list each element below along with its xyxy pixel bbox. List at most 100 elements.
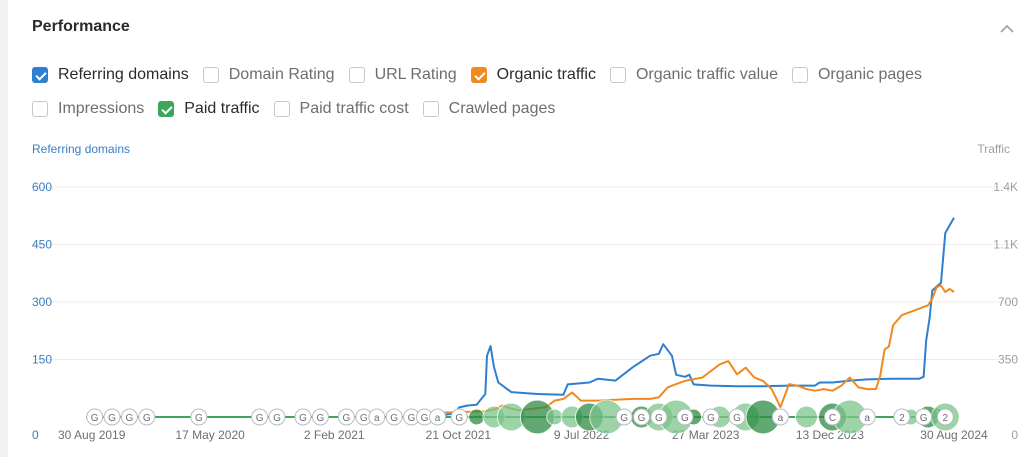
toggle-referring-domains[interactable]: Referring domains	[32, 66, 189, 84]
annotation-marker-label: G	[256, 413, 264, 424]
annotation-marker-label: G	[299, 413, 307, 424]
toggle-url-rating[interactable]: URL Rating	[348, 66, 457, 84]
annotation-marker-label: G	[108, 413, 116, 424]
y-right-tick: 350	[998, 353, 1018, 367]
annotation-marker-label: G	[390, 413, 398, 424]
y-right-tick: 1.1K	[993, 238, 1018, 252]
toggle-label: Organic traffic value	[635, 66, 778, 83]
annotation-marker	[385, 408, 403, 426]
toggle-label: Impressions	[58, 100, 145, 117]
annotation-marker-label: G	[343, 413, 351, 424]
toggle-label: Domain Rating	[228, 66, 335, 83]
annotation-marker-label: a	[435, 413, 441, 424]
y-right-tick: 0	[1011, 428, 1018, 442]
annotation-marker-label: G	[455, 413, 463, 424]
toggle-domain-rating[interactable]: Domain Rating	[202, 66, 335, 84]
x-tick-label: 30 Aug 2019	[58, 428, 126, 442]
annotation-marker	[823, 408, 841, 426]
annotation-marker-label: a	[374, 413, 380, 424]
annotation-marker	[858, 408, 876, 426]
annotation-marker	[633, 408, 651, 426]
panel-title: Performance	[32, 18, 130, 35]
annotation-marker-label: a	[778, 413, 784, 424]
x-tick-label: 9 Jul 2022	[554, 428, 610, 442]
y-axis-left-title: Referring domains	[32, 142, 131, 156]
annotation-marker-label: 2	[943, 413, 949, 424]
annotation-marker	[728, 408, 746, 426]
annotation-marker-label: 2	[899, 413, 905, 424]
annotation-marker	[86, 408, 104, 426]
annotation-marker	[915, 408, 933, 426]
checkbox[interactable]	[273, 101, 290, 117]
chevron-up-icon[interactable]	[998, 20, 1016, 38]
annotation-marker-label: G	[920, 413, 928, 424]
checkbox[interactable]	[202, 67, 219, 83]
annotation-marker-label: G	[195, 413, 203, 424]
checkbox[interactable]	[32, 101, 48, 117]
y-axis-right-title: Traffic	[977, 142, 1010, 156]
annotation-marker	[103, 408, 121, 426]
performance-chart[interactable]: 0 0 150 350 300 700 450 1.1K 600 1.4K 30 Aug 2019 1…	[8, 160, 1024, 457]
y-right-tick: 1.4K	[993, 180, 1018, 194]
annotation-marker-label: G	[655, 413, 663, 424]
annotation-marker-label: G	[273, 413, 281, 424]
annotation-marker	[120, 408, 138, 426]
annotation-marker	[650, 408, 668, 426]
toggle-organic-pages[interactable]: Organic pages	[791, 66, 923, 84]
toggle-paid-traffic[interactable]: Paid traffic	[158, 100, 260, 118]
series-line-organic-traffic	[433, 284, 955, 414]
annotation-marker	[294, 408, 312, 426]
annotation-marker	[311, 408, 329, 426]
toggle-organic-traffic-value[interactable]: Organic traffic value	[609, 66, 778, 84]
annotation-marker	[893, 408, 911, 426]
annotation-marker-label: G	[91, 413, 99, 424]
toggle-label: Organic pages	[817, 66, 923, 83]
y-right-tick: 700	[998, 295, 1018, 309]
toggle-label: Paid traffic cost	[299, 100, 409, 117]
toggle-label: Referring domains	[58, 66, 189, 83]
checkbox[interactable]	[348, 67, 365, 83]
annotation-marker-label: G	[638, 413, 646, 424]
toggle-crawled-pages[interactable]: Crawled pages	[422, 100, 555, 118]
x-tick-label: 21 Oct 2021	[426, 428, 492, 442]
x-tick-label: 27 Mar 2023	[672, 428, 740, 442]
annotation-marker	[936, 408, 954, 426]
toggle-paid-traffic-cost[interactable]: Paid traffic cost	[273, 100, 409, 118]
toggle-row-1: Referring domains Domain Rating URL Rating…	[32, 62, 1012, 88]
x-tick-label: 17 May 2020	[175, 428, 245, 442]
annotation-marker-label: G	[316, 413, 324, 424]
toggle-impressions[interactable]: Impressions	[32, 100, 144, 118]
toggle-label: Organic traffic	[496, 66, 596, 83]
annotation-marker	[450, 408, 468, 426]
toggle-label: URL Rating	[374, 66, 457, 83]
x-tick-label: 2 Feb 2021	[304, 428, 365, 442]
annotation-marker-label: G	[126, 413, 134, 424]
toggle-organic-traffic[interactable]: Organic traffic	[470, 66, 596, 84]
annotation-marker	[138, 408, 156, 426]
annotation-marker-label: C	[829, 413, 836, 424]
toggle-label: Paid traffic	[184, 100, 260, 117]
y-left-tick: 450	[32, 238, 52, 252]
annotation-marker	[615, 408, 633, 426]
annotation-marker-label: G	[733, 413, 741, 424]
y-left-tick: 600	[32, 180, 52, 194]
annotation-marker	[368, 408, 386, 426]
y-left-tick: 0	[32, 428, 39, 442]
annotation-marker	[676, 408, 694, 426]
checkbox[interactable]	[32, 67, 48, 83]
annotation-marker-label: a	[864, 413, 870, 424]
annotation-marker	[337, 408, 355, 426]
checkbox[interactable]	[158, 101, 175, 117]
event-bubble	[468, 408, 486, 426]
checkbox[interactable]	[791, 67, 808, 83]
event-bubble	[546, 408, 564, 426]
checkbox[interactable]	[609, 67, 626, 83]
chevron-up-icon-svg	[1000, 24, 1014, 33]
checkbox[interactable]	[422, 101, 439, 117]
checkbox[interactable]	[470, 67, 487, 83]
annotation-marker	[771, 408, 789, 426]
annotation-marker-label: G	[681, 413, 689, 424]
event-bubble	[794, 405, 818, 429]
annotation-marker	[702, 408, 720, 426]
